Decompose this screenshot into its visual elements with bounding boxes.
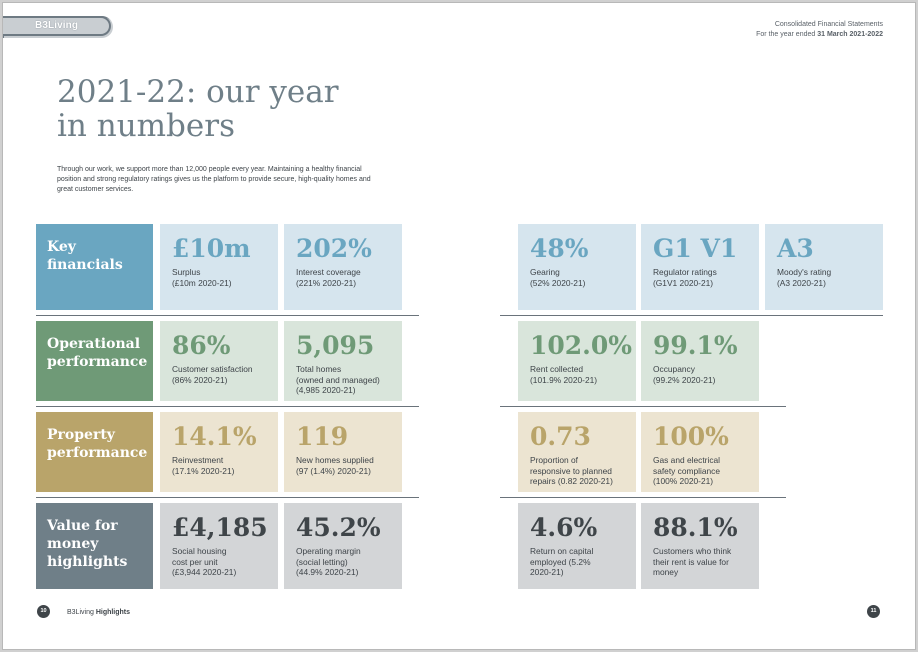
section-label-key-financials: Key financials bbox=[36, 224, 153, 310]
stat-new-homes-supplied: 119 New homes supplied (97 (1.4%) 2020-2… bbox=[284, 412, 402, 492]
footer-label: B3Living Highlights bbox=[67, 609, 131, 616]
stat-customer-satisfaction: 86% Customer satisfaction (86% 2020-21) bbox=[160, 321, 278, 401]
stat-cost-per-unit: £4,185 Social housing cost per unit (£3,… bbox=[160, 503, 278, 589]
stat-reinvestment: 14.1% Reinvestment (17.1% 2020-21) bbox=[160, 412, 278, 492]
stat-surplus: £10m Surplus (£10m 2020-21) bbox=[160, 224, 278, 310]
page-number-left: 10 bbox=[37, 605, 50, 618]
brand-name: B3Living bbox=[35, 20, 79, 31]
header-line2: For the year ended 31 March 2021-2022 bbox=[756, 31, 883, 38]
stat-rent-collected: 102.0% Rent collected (101.9% 2020-21) bbox=[518, 321, 636, 401]
stat-return-on-capital: 4.6% Return on capital employed (5.2% 20… bbox=[518, 503, 636, 589]
running-header: Consolidated Financial Statements For th… bbox=[756, 20, 883, 40]
section-label-value-for-money: Value for money highlights bbox=[36, 503, 153, 589]
divider-rule bbox=[500, 315, 883, 316]
stat-rent-value-for-money: 88.1% Customers who think their rent is … bbox=[641, 503, 759, 589]
stat-responsive-to-planned: 0.73 Proportion of responsive to planned… bbox=[518, 412, 636, 492]
divider-rule bbox=[36, 406, 419, 407]
section-label-property-performance: Property performance bbox=[36, 412, 153, 492]
section-label-operational-performance: Operational performance bbox=[36, 321, 153, 401]
stat-total-homes: 5,095 Total homes (owned and managed) (4… bbox=[284, 321, 402, 401]
divider-rule bbox=[36, 497, 419, 498]
divider-rule bbox=[500, 406, 786, 407]
divider-rule bbox=[500, 497, 786, 498]
stat-safety-compliance: 100% Gas and electrical safety complianc… bbox=[641, 412, 759, 492]
stat-interest-coverage: 202% Interest coverage (221% 2020-21) bbox=[284, 224, 402, 310]
page-title: 2021-22: our year in numbers bbox=[57, 74, 339, 144]
stat-occupancy: 99.1% Occupancy (99.2% 2020-21) bbox=[641, 321, 759, 401]
header-line1: Consolidated Financial Statements bbox=[774, 21, 883, 28]
brand-tab bbox=[3, 16, 113, 38]
page-number-right: 11 bbox=[867, 605, 880, 618]
stat-operating-margin: 45.2% Operating margin (social letting) … bbox=[284, 503, 402, 589]
stat-moodys-rating: A3 Moody's rating (A3 2020-21) bbox=[765, 224, 883, 310]
stat-regulator-ratings: G1 V1 Regulator ratings (G1V1 2020-21) bbox=[641, 224, 759, 310]
divider-rule bbox=[36, 315, 419, 316]
stat-gearing: 48% Gearing (52% 2020-21) bbox=[518, 224, 636, 310]
intro-paragraph: Through our work, we support more than 1… bbox=[57, 166, 371, 193]
